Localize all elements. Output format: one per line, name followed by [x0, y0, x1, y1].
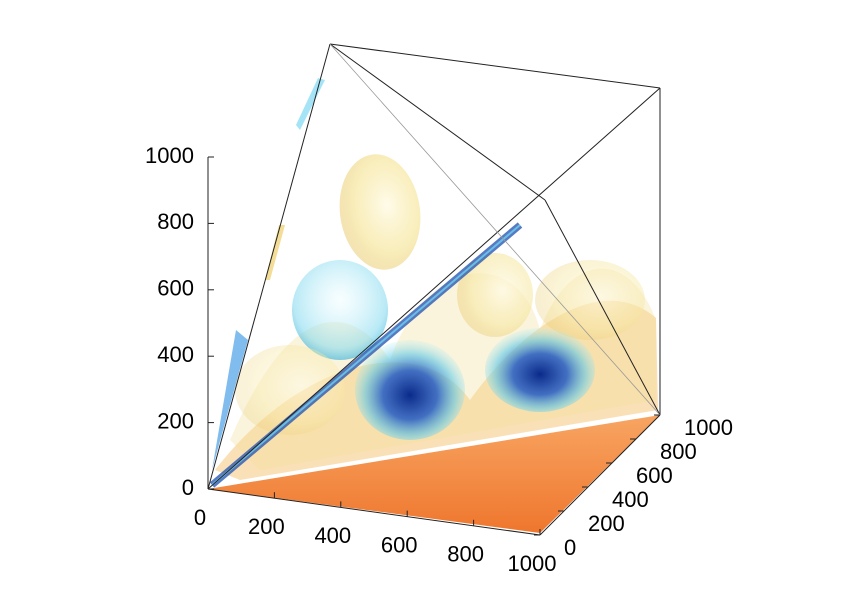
z-tick-label: 600 — [157, 276, 194, 301]
y-tick-label: 400 — [612, 487, 649, 512]
x-tick-label: 0 — [194, 505, 206, 530]
y-tick-label: 1000 — [684, 415, 733, 440]
edge — [544, 199, 661, 416]
edge — [329, 43, 546, 201]
x-tick-label: 400 — [314, 523, 351, 548]
z-tick-label: 400 — [157, 342, 194, 367]
box-edges — [207, 43, 661, 490]
y-tick-label: 600 — [636, 463, 673, 488]
x-tick-label: 1000 — [508, 551, 557, 576]
z-tick-label: 200 — [157, 408, 194, 433]
z-tick-label: 0 — [182, 475, 194, 500]
z-tick-label: 1000 — [145, 143, 194, 168]
y-tick-label: 200 — [588, 511, 625, 536]
axis-line — [207, 488, 541, 536]
y-tick-label: 800 — [660, 439, 697, 464]
y-tick-label: 0 — [564, 535, 576, 560]
edge — [329, 43, 661, 416]
edge — [329, 43, 661, 89]
edge — [207, 87, 661, 490]
volume-decoration — [208, 78, 660, 533]
axis-line — [539, 414, 661, 536]
z-tick-label: 800 — [157, 209, 194, 234]
x-tick-label: 200 — [248, 514, 285, 539]
x-tick-label: 600 — [381, 532, 418, 557]
edge — [207, 43, 331, 490]
x-tick-label: 800 — [447, 542, 484, 567]
